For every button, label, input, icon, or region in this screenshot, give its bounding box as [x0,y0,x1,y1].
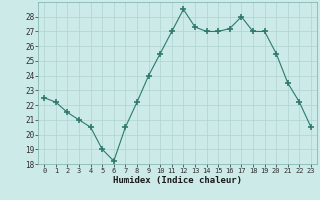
X-axis label: Humidex (Indice chaleur): Humidex (Indice chaleur) [113,176,242,185]
